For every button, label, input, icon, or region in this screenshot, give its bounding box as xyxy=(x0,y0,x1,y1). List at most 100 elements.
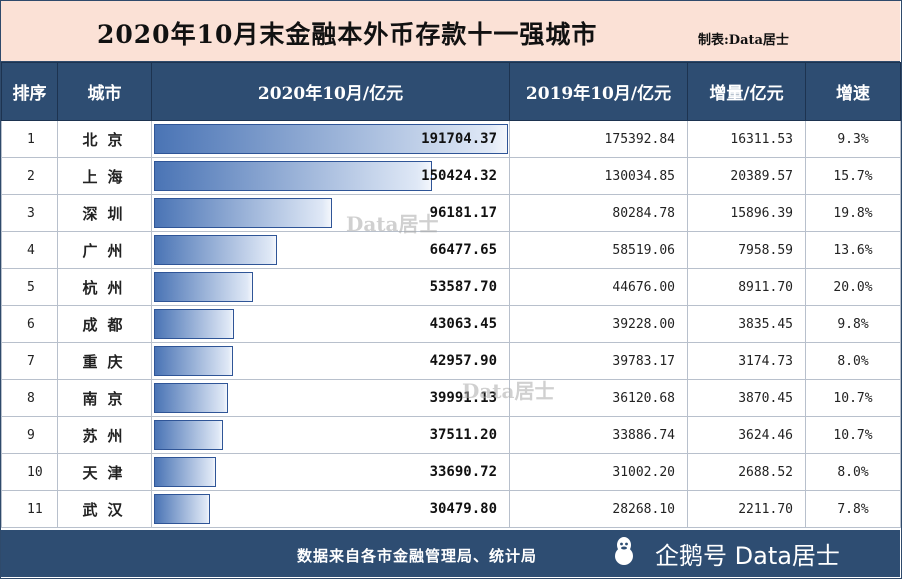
increase-cell: 8911.70 xyxy=(687,268,806,306)
increase-cell: 15896.39 xyxy=(687,194,806,232)
table-row: 11 武汉 30479.80 28268.10 2211.70 7.8% xyxy=(1,490,901,528)
growth-cell: 8.0% xyxy=(805,342,901,380)
header-2020: 2020年10月/亿元 xyxy=(151,62,510,121)
value-2019-cell: 58519.06 xyxy=(509,231,688,269)
header-2019: 2019年10月/亿元 xyxy=(509,62,688,121)
city-cell: 重庆 xyxy=(57,342,152,380)
value-2020-cell: 66477.65 xyxy=(151,231,510,269)
increase-cell: 20389.57 xyxy=(687,157,806,195)
value-2020: 96181.17 xyxy=(429,205,497,221)
title-bar: 2020年10月末金融本外币存款十一强城市 制表:Data居士 xyxy=(1,1,900,62)
data-bar xyxy=(154,161,432,191)
increase-cell: 3835.45 xyxy=(687,305,806,343)
table-row: 4 广州 66477.65 58519.06 7958.59 13.6% xyxy=(1,231,901,269)
table-row: 10 天津 33690.72 31002.20 2688.52 8.0% xyxy=(1,453,901,491)
data-bar xyxy=(154,346,233,376)
rank-cell: 11 xyxy=(1,490,58,528)
value-2020-cell: 30479.80 xyxy=(151,490,510,528)
value-2020: 150424.32 xyxy=(421,168,497,184)
value-2020-cell: 42957.90 xyxy=(151,342,510,380)
value-2020-cell: 39991.13 xyxy=(151,379,510,417)
value-2019-cell: 44676.00 xyxy=(509,268,688,306)
rank-cell: 7 xyxy=(1,342,58,380)
value-2019-cell: 175392.84 xyxy=(509,120,688,158)
rank-cell: 4 xyxy=(1,231,58,269)
increase-cell: 16311.53 xyxy=(687,120,806,158)
growth-cell: 19.8% xyxy=(805,194,901,232)
value-2019-cell: 28268.10 xyxy=(509,490,688,528)
table-row: 1 北京 191704.37 175392.84 16311.53 9.3% xyxy=(1,120,901,158)
penguin-icon xyxy=(615,537,633,565)
data-bar xyxy=(154,309,234,339)
city-cell: 苏州 xyxy=(57,416,152,454)
city-cell: 天津 xyxy=(57,453,152,491)
watermark: Data居士 xyxy=(346,212,439,236)
value-2019-cell: 39228.00 xyxy=(509,305,688,343)
data-bar xyxy=(154,124,508,154)
value-2019-cell: 39783.17 xyxy=(509,342,688,380)
rank-cell: 5 xyxy=(1,268,58,306)
header-increase: 增量/亿元 xyxy=(687,62,806,121)
data-bar xyxy=(154,383,228,413)
city-cell: 南京 xyxy=(57,379,152,417)
value-2020: 191704.37 xyxy=(421,131,497,147)
table-row: 6 成都 43063.45 39228.00 3835.45 9.8% xyxy=(1,305,901,343)
increase-cell: 3870.45 xyxy=(687,379,806,417)
value-2020-cell: 150424.32 xyxy=(151,157,510,195)
growth-cell: 13.6% xyxy=(805,231,901,269)
growth-cell: 10.7% xyxy=(805,416,901,454)
increase-cell: 7958.59 xyxy=(687,231,806,269)
value-2020: 37511.20 xyxy=(429,427,497,443)
growth-cell: 8.0% xyxy=(805,453,901,491)
data-bar xyxy=(154,272,253,302)
value-2020-cell: 96181.17 xyxy=(151,194,510,232)
data-bar xyxy=(154,235,277,265)
header-rank: 排序 xyxy=(1,62,58,121)
data-source: 数据来自各市金融管理局、统计局 xyxy=(297,547,538,565)
header-growth: 增速 xyxy=(805,62,901,121)
value-2020-cell: 37511.20 xyxy=(151,416,510,454)
growth-cell: 20.0% xyxy=(805,268,901,306)
growth-cell: 10.7% xyxy=(805,379,901,417)
value-2020: 53587.70 xyxy=(429,279,497,295)
watermark: Data居士 xyxy=(462,379,555,403)
value-2020: 33690.72 xyxy=(429,464,497,480)
deposit-table: 排序 城市 2020年10月/亿元 2019年10月/亿元 增量/亿元 增速 1… xyxy=(1,62,901,528)
header-row: 排序 城市 2020年10月/亿元 2019年10月/亿元 增量/亿元 增速 xyxy=(1,62,901,121)
footer: 数据来自各市金融管理局、统计局 企鹅号 Data居士 xyxy=(1,530,900,577)
rank-cell: 10 xyxy=(1,453,58,491)
growth-cell: 9.3% xyxy=(805,120,901,158)
rank-cell: 3 xyxy=(1,194,58,232)
value-2020: 30479.80 xyxy=(429,501,497,517)
value-2019-cell: 31002.20 xyxy=(509,453,688,491)
value-2020: 42957.90 xyxy=(429,353,497,369)
city-cell: 广州 xyxy=(57,231,152,269)
table-row: 8 南京 39991.13 36120.68 3870.45 10.7% xyxy=(1,379,901,417)
value-2019-cell: 80284.78 xyxy=(509,194,688,232)
value-2020-cell: 43063.45 xyxy=(151,305,510,343)
value-2020-cell: 191704.37 xyxy=(151,120,510,158)
table-row: 2 上海 150424.32 130034.85 20389.57 15.7% xyxy=(1,157,901,195)
brand-label: 企鹅号 Data居士 xyxy=(655,542,840,570)
table-row: 3 深圳 96181.17 80284.78 15896.39 19.8% xyxy=(1,194,901,232)
value-2019-cell: 33886.74 xyxy=(509,416,688,454)
growth-cell: 9.8% xyxy=(805,305,901,343)
rank-cell: 6 xyxy=(1,305,58,343)
table-row: 5 杭州 53587.70 44676.00 8911.70 20.0% xyxy=(1,268,901,306)
value-2020: 39991.13 xyxy=(429,390,497,406)
header-city: 城市 xyxy=(57,62,152,121)
value-2020: 66477.65 xyxy=(429,242,497,258)
increase-cell: 3624.46 xyxy=(687,416,806,454)
city-cell: 武汉 xyxy=(57,490,152,528)
data-bar xyxy=(154,457,216,487)
city-cell: 北京 xyxy=(57,120,152,158)
value-2020-cell: 33690.72 xyxy=(151,453,510,491)
growth-cell: 7.8% xyxy=(805,490,901,528)
table-row: 9 苏州 37511.20 33886.74 3624.46 10.7% xyxy=(1,416,901,454)
value-2020: 43063.45 xyxy=(429,316,497,332)
data-bar xyxy=(154,494,210,524)
increase-cell: 2688.52 xyxy=(687,453,806,491)
city-cell: 上海 xyxy=(57,157,152,195)
city-cell: 杭州 xyxy=(57,268,152,306)
city-cell: 成都 xyxy=(57,305,152,343)
